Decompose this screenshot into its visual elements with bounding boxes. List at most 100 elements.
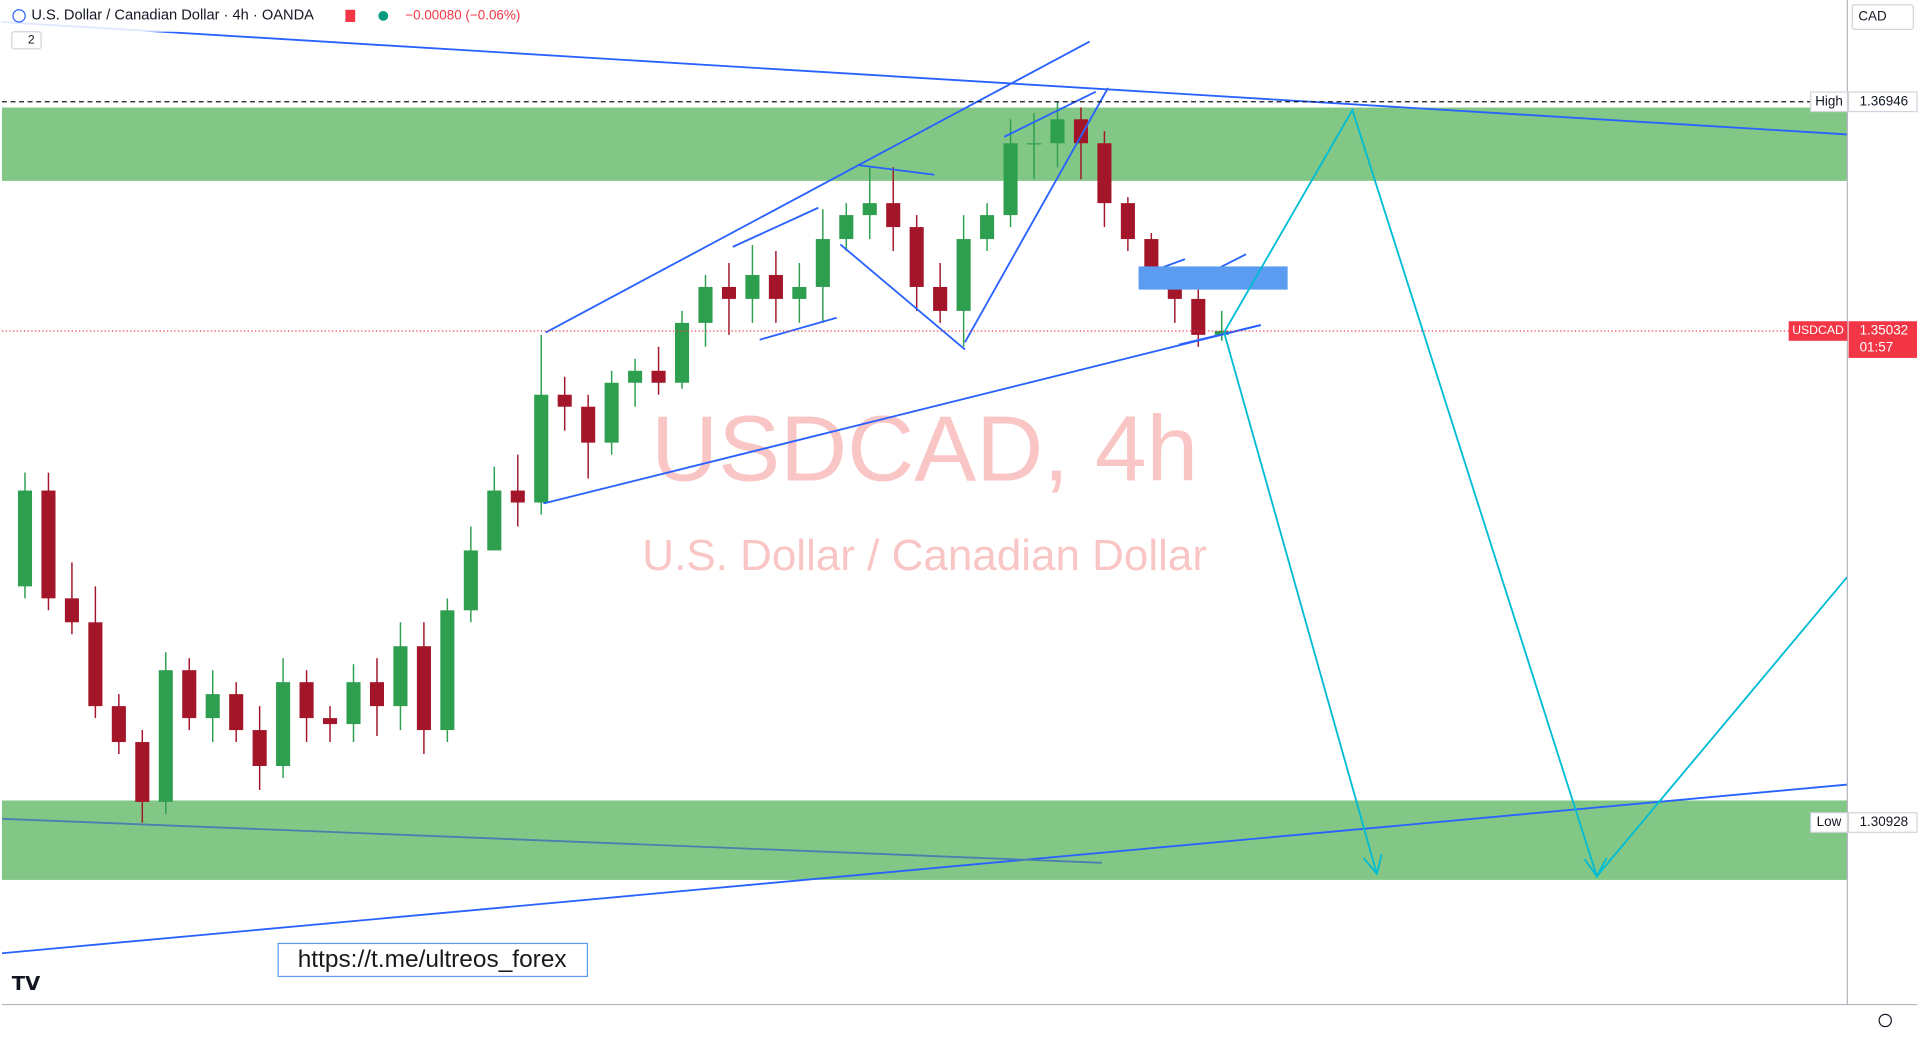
low-label: Low bbox=[1817, 814, 1842, 829]
symbol-label: USDCAD bbox=[1792, 323, 1844, 337]
settings-icon[interactable] bbox=[1878, 1013, 1892, 1028]
candle-body bbox=[135, 742, 150, 802]
trend-line bbox=[857, 164, 935, 176]
candle-body bbox=[956, 239, 971, 311]
candle-body bbox=[698, 286, 713, 323]
candle-body bbox=[229, 694, 244, 731]
trend-line bbox=[1178, 324, 1261, 346]
indicator-toggle[interactable] bbox=[11, 31, 42, 50]
high-value-tag bbox=[1847, 91, 1918, 113]
candle-body bbox=[1120, 203, 1135, 240]
arrow-head bbox=[1583, 857, 1608, 878]
candle-body bbox=[909, 227, 924, 287]
low-value-tag bbox=[1847, 812, 1918, 833]
drawings bbox=[1, 21, 1849, 955]
candle-body bbox=[463, 550, 478, 611]
candle-body bbox=[792, 286, 807, 299]
candle-body bbox=[1144, 239, 1159, 275]
candle-body bbox=[299, 682, 314, 719]
candle-body bbox=[17, 490, 33, 587]
price-change: −0.00080 (−0.06%) bbox=[405, 7, 520, 22]
candle-body bbox=[64, 598, 79, 623]
trend-line bbox=[543, 324, 1261, 505]
candle-body bbox=[1191, 298, 1206, 335]
trend-line bbox=[1, 783, 1848, 955]
candle-body bbox=[933, 286, 948, 311]
candle-body bbox=[1026, 143, 1042, 145]
tv-logo: 𝗧𝗩 bbox=[12, 973, 41, 995]
time-axis bbox=[1, 1004, 1918, 1040]
candle-body bbox=[1214, 331, 1229, 335]
currency-select[interactable] bbox=[1851, 4, 1914, 30]
low-value: 1.30928 bbox=[1860, 814, 1909, 829]
symbol-title[interactable]: U.S. Dollar / Canadian Dollar · 4h · OAN… bbox=[31, 8, 314, 24]
candle-body bbox=[111, 706, 126, 743]
trend-line bbox=[1, 21, 1848, 136]
trend-line bbox=[545, 40, 1091, 334]
countdown: 01:57 bbox=[1860, 340, 1894, 355]
link[interactable]: https://t.me/ultreos_forex bbox=[298, 946, 567, 973]
candle-body bbox=[323, 718, 338, 725]
candle-body bbox=[88, 622, 103, 707]
last-price: 1.35032 bbox=[1860, 323, 1909, 338]
candle-body bbox=[815, 239, 830, 287]
low-tag bbox=[1810, 812, 1848, 833]
candle-body bbox=[628, 370, 643, 383]
candle-body bbox=[604, 382, 619, 443]
price-tag bbox=[1848, 321, 1918, 358]
candle-body bbox=[252, 730, 267, 766]
candle-body bbox=[1073, 119, 1088, 144]
high-label: High bbox=[1815, 93, 1843, 108]
resistance-zone bbox=[1, 107, 1848, 181]
tags: High 1.36946 Low 1.30928 USDCAD 1.35032 01:57 bbox=[1788, 91, 1918, 833]
status-dot bbox=[378, 10, 389, 21]
candle-body bbox=[182, 670, 197, 719]
currency: CAD bbox=[1858, 9, 1887, 24]
candle-body bbox=[369, 682, 385, 707]
candle-body bbox=[158, 670, 173, 802]
high-value: 1.36946 bbox=[1860, 93, 1909, 108]
trend-line bbox=[1, 817, 1102, 864]
blue-box bbox=[1138, 266, 1288, 290]
candle-body bbox=[393, 646, 408, 707]
high-tag bbox=[1810, 91, 1848, 113]
candle-body bbox=[440, 610, 455, 731]
arrow-head bbox=[1362, 854, 1383, 876]
trend-line bbox=[964, 87, 1109, 343]
candle-body bbox=[557, 394, 572, 407]
candle-body bbox=[346, 682, 361, 725]
indicator-count: 2 bbox=[28, 33, 35, 47]
candle-body bbox=[862, 203, 877, 216]
candle-body bbox=[886, 203, 901, 228]
trend-line bbox=[1003, 90, 1097, 138]
header-bg bbox=[1, 0, 540, 32]
candle-body bbox=[41, 490, 56, 599]
candle-body bbox=[581, 406, 596, 443]
candle-body bbox=[534, 394, 549, 503]
symbol-icon bbox=[12, 9, 26, 23]
candle-body bbox=[205, 694, 220, 719]
trend-line bbox=[759, 316, 837, 341]
candle-body bbox=[721, 286, 737, 299]
candle-body bbox=[1003, 143, 1018, 216]
watermark-subtitle: U.S. Dollar / Canadian Dollar bbox=[642, 531, 1207, 580]
candle-body bbox=[768, 274, 783, 299]
candle-body bbox=[416, 646, 431, 731]
watermark-title: USDCAD, 4h bbox=[651, 396, 1198, 500]
candle-body bbox=[674, 322, 690, 383]
flag-icon[interactable] bbox=[345, 9, 356, 22]
trend-line bbox=[839, 243, 966, 351]
symbol-tag bbox=[1788, 321, 1848, 341]
link-box bbox=[277, 942, 588, 978]
candle-body bbox=[1050, 119, 1065, 144]
projection-path bbox=[1223, 332, 1378, 875]
candle-body bbox=[651, 370, 666, 383]
candle-body bbox=[510, 490, 525, 503]
trend-line bbox=[732, 206, 819, 248]
candle-body bbox=[980, 215, 995, 240]
support-zone bbox=[1, 800, 1848, 880]
price-axis bbox=[1847, 0, 1918, 1040]
candle-body bbox=[839, 215, 854, 240]
